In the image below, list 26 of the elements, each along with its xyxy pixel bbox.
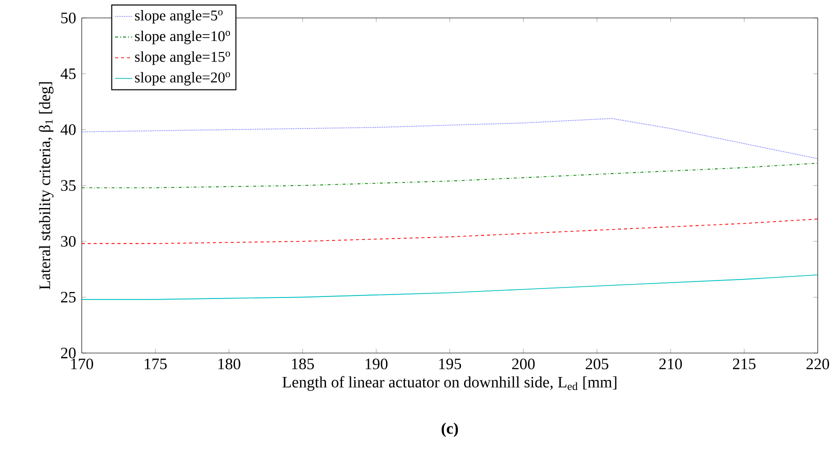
legend-label: slope angle=15$^{o}$ [135,51,230,66]
x-tick-label: 175 [144,358,167,370]
y-tick-label: 40 [60,124,76,136]
x-tick-label: 180 [218,358,240,370]
x-tick-label: 185 [292,358,314,370]
y-tick-label: 50 [61,12,76,24]
y-tick-label: 20 [61,348,76,359]
y-tick-label: 25 [61,292,76,303]
legend-label: slope angle=10$^{o}$ [135,30,230,44]
x-tick-label: 195 [439,358,462,370]
x-axis-title: Length of linear actuator on downhill side, L$_{ed}$ [mm] [282,376,616,391]
text: (c) [442,422,458,438]
x-tick-label: 215 [732,358,756,370]
legend-label: slope angle=20$^{o}$ [135,72,230,86]
y-tick-label: 30 [61,236,76,247]
x-tick-label: 170 [71,358,94,370]
y-tick-label: 35 [61,180,76,191]
x-tick-label: 210 [659,358,682,370]
line-series [82,118,818,160]
x-tick-label: 220 [806,358,830,370]
y-tick-label: 45 [60,68,76,80]
y-axis-title: Lateral stability criteria, β$_{1}$ [deg] [38,82,54,290]
legend-label: slope angle=5$^{o}$ [135,10,223,24]
x-tick-label: 190 [366,358,388,370]
x-tick-label: 205 [586,358,608,370]
x-tick-label: 200 [512,358,535,370]
